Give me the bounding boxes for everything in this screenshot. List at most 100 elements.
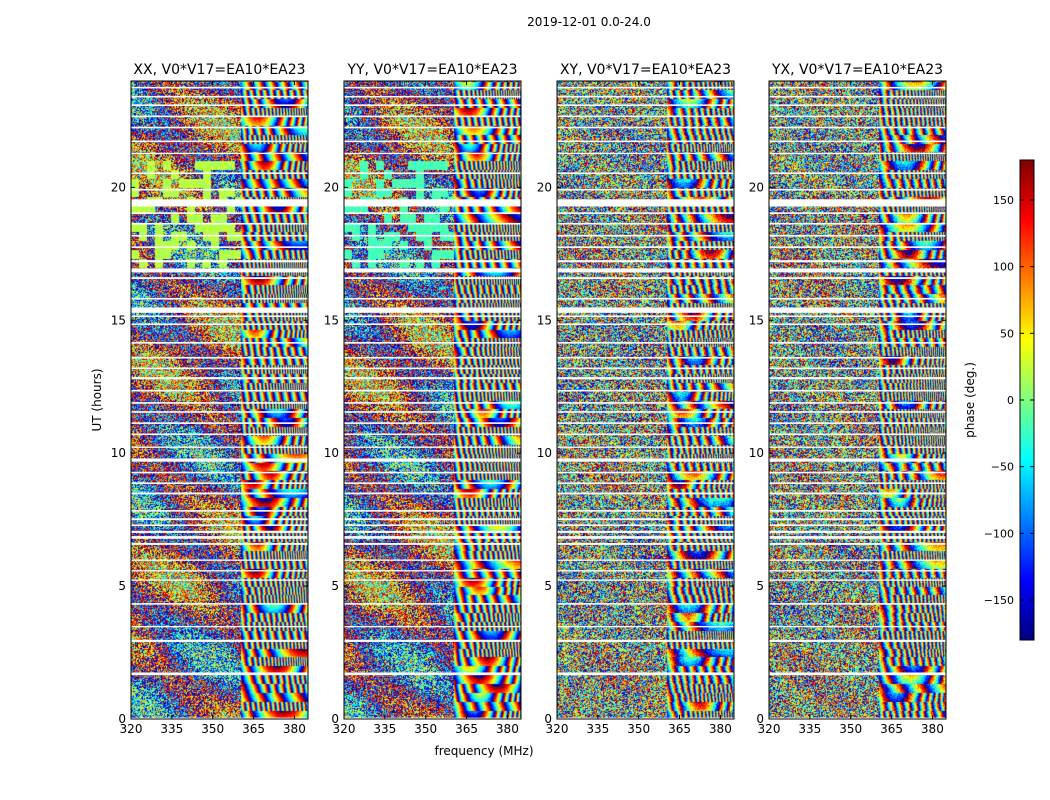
flagged-band: [769, 471, 946, 474]
x-tick-label: 350: [839, 722, 862, 736]
flagged-band: [769, 260, 946, 263]
flagged-band: [344, 625, 521, 628]
flagged-band: [344, 307, 521, 313]
flagged-band: [344, 458, 521, 462]
flagged-band: [769, 126, 946, 129]
flagged-band: [769, 433, 946, 436]
flagged-band: [131, 222, 308, 225]
flagged-band: [344, 297, 521, 300]
flagged-band: [769, 246, 946, 248]
flagged-band: [557, 172, 734, 175]
y-tick-label: 10: [537, 446, 552, 460]
phase-heatmap: [344, 81, 521, 719]
flagged-band: [769, 411, 946, 413]
flagged-band: [557, 277, 734, 280]
colorbar-tick-label: 150: [993, 194, 1014, 207]
x-tick-label: 320: [758, 722, 781, 736]
flagged-band: [557, 433, 734, 436]
x-tick-label: 365: [455, 722, 478, 736]
flagged-band: [344, 342, 521, 344]
flagged-band: [769, 323, 946, 326]
flagged-band: [557, 492, 734, 495]
flagged-band: [557, 212, 734, 214]
flagged-band: [131, 471, 308, 474]
axes-frame: [343, 80, 522, 720]
flagged-band: [769, 530, 946, 533]
flagged-band: [557, 188, 734, 191]
flagged-band: [344, 446, 521, 448]
flagged-band: [769, 570, 946, 572]
flagged-band: [344, 140, 521, 143]
y-tick-label: 10: [111, 446, 126, 460]
flagged-band: [131, 524, 308, 527]
flagged-band: [557, 518, 734, 521]
flagged-band: [769, 268, 946, 273]
flagged-band: [344, 188, 521, 191]
flagged-band: [344, 433, 521, 436]
flagged-band: [769, 315, 946, 318]
flagged-band: [344, 543, 521, 545]
colorbar-tick-label: 50: [1000, 327, 1014, 340]
flagged-band: [344, 86, 521, 89]
colorbar-tick-label: −50: [991, 461, 1014, 474]
x-tick-label: 335: [586, 722, 609, 736]
x-tick-label: 320: [120, 722, 143, 736]
flagged-band: [769, 212, 946, 214]
flagged-band: [344, 536, 521, 539]
flagged-band: [769, 422, 946, 424]
flagged-band: [557, 297, 734, 300]
flagged-band: [131, 172, 308, 175]
flagged-band: [557, 510, 734, 512]
flagged-band: [557, 115, 734, 118]
flagged-band: [131, 152, 308, 155]
flagged-band: [131, 260, 308, 263]
flagged-band: [769, 603, 946, 605]
colorbar-tick-label: 0: [1007, 394, 1014, 407]
phase-heatmap: [769, 81, 946, 719]
flagged-band: [344, 377, 521, 380]
flagged-band: [557, 603, 734, 605]
flagged-band: [344, 172, 521, 175]
y-tick-label: 15: [537, 313, 552, 327]
flagged-band: [344, 104, 521, 106]
flagged-band: [557, 268, 734, 273]
y-tick-label: 20: [111, 180, 126, 194]
flagged-band: [769, 95, 946, 98]
flagged-band: [557, 234, 734, 237]
panel-1: XX, V0*V17=EA10*EA23 320 335 350 365 380 0 5 10 1…: [90, 62, 309, 736]
x-tick-label: 365: [668, 722, 691, 736]
flagged-band: [131, 315, 308, 318]
flagged-band: [557, 315, 734, 318]
axes-frame: [556, 80, 735, 720]
flagged-band: [557, 86, 734, 89]
y-tick-label: 5: [756, 579, 764, 593]
flagged-band: [131, 86, 308, 89]
flagged-band: [131, 323, 308, 326]
y-tick-label: 10: [749, 446, 764, 460]
y-tick-label: 10: [324, 446, 339, 460]
flagged-band: [131, 510, 308, 512]
flagged-band: [769, 377, 946, 380]
flagged-band: [131, 411, 308, 413]
flagged-band: [131, 402, 308, 404]
flagged-band: [344, 268, 521, 273]
flagged-band: [769, 140, 946, 143]
flagged-band: [557, 524, 734, 527]
x-tick-label: 335: [798, 722, 821, 736]
flagged-band: [557, 222, 734, 225]
flagged-band: [131, 530, 308, 533]
flagged-band: [344, 402, 521, 404]
flagged-band: [557, 482, 734, 485]
flagged-band: [131, 625, 308, 628]
y-tick-label: 0: [118, 712, 126, 726]
flagged-band: [769, 717, 946, 719]
flagged-band: [769, 342, 946, 344]
flagged-band: [769, 518, 946, 521]
flagged-band: [557, 307, 734, 313]
flagged-band: [557, 530, 734, 533]
flagged-band: [131, 212, 308, 214]
flagged-band: [131, 234, 308, 237]
flagged-band: [344, 367, 521, 370]
flagged-band: [557, 95, 734, 98]
flagged-band: [131, 717, 308, 719]
